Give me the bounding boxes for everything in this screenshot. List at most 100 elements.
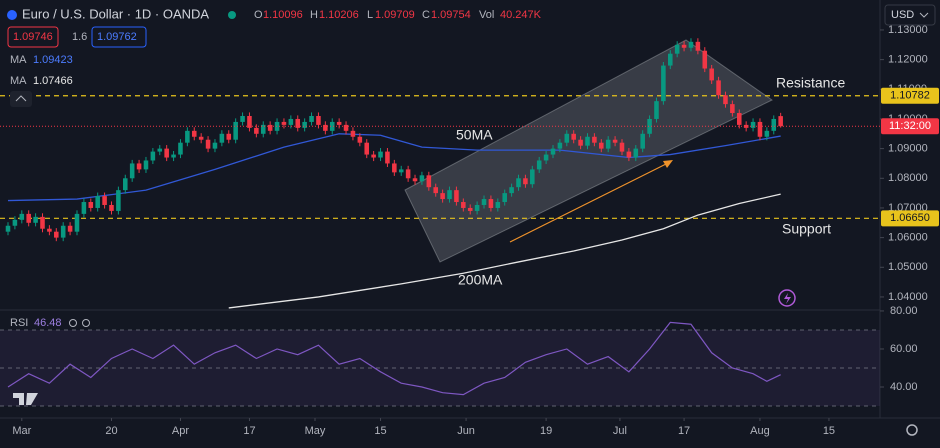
candle-body	[661, 65, 666, 102]
candle-body	[736, 113, 742, 125]
candle-body	[467, 207, 473, 211]
ohlc-value: 1.10096	[263, 9, 303, 21]
hidden-icon	[82, 319, 90, 327]
candle-body	[564, 133, 570, 143]
y-tick-label: 1.12000	[888, 54, 928, 66]
candle-body	[674, 44, 680, 54]
candle-body	[309, 115, 314, 122]
candle-body	[474, 204, 480, 211]
candle-body	[750, 121, 756, 128]
x-tick-label: Aug	[750, 425, 770, 437]
annotation: 200MA	[458, 272, 503, 288]
candle-body	[412, 178, 418, 182]
y-tick-label: 1.08000	[888, 172, 928, 184]
candle-body	[385, 151, 390, 164]
candle-body	[392, 163, 397, 173]
candle-body	[267, 124, 273, 131]
arrow-head	[663, 160, 673, 168]
ma-value: 1.09423	[33, 54, 73, 66]
candle-body	[488, 199, 494, 208]
rsi-tick-label: 80.00	[890, 305, 918, 317]
candle-body	[550, 148, 556, 155]
candle-body	[433, 187, 438, 194]
ohlc-value: 1.09709	[375, 9, 415, 21]
candle-body	[688, 41, 694, 48]
symbol[interactable]: Euro / U.S. Dollar · 1D · OANDA	[22, 6, 209, 21]
rsi-tick-label: 40.00	[890, 381, 918, 393]
candle-body	[123, 178, 128, 191]
currency: USD	[891, 9, 914, 21]
candle-body	[323, 124, 328, 131]
level-tag	[881, 210, 939, 227]
candle-body	[350, 130, 356, 137]
candle-body	[33, 216, 38, 223]
bolt	[784, 293, 791, 304]
x-tick-label: Apr	[172, 425, 189, 437]
rsi-pane	[0, 310, 880, 418]
candle-body	[129, 163, 135, 179]
rsi-name: RSI	[10, 317, 28, 329]
candle-body	[592, 136, 597, 143]
settings-icon[interactable]	[906, 424, 918, 436]
candle-body	[371, 154, 376, 158]
volume-value: 40.247K	[500, 9, 542, 21]
candle-body	[240, 115, 245, 122]
candle-body	[709, 68, 714, 81]
ohlc-key: L	[367, 9, 373, 21]
candle-body	[198, 136, 204, 140]
candle-body	[743, 124, 749, 128]
candle-body	[157, 148, 163, 152]
candle-body	[461, 202, 466, 208]
candle-body	[136, 163, 142, 170]
ohlc-value: 1.09754	[431, 9, 471, 21]
candle-body	[191, 130, 197, 137]
candle-body	[54, 231, 59, 238]
candle-body	[60, 225, 66, 238]
candle-body	[74, 213, 80, 232]
sell-box[interactable]	[7, 26, 59, 48]
candle-body	[40, 216, 45, 229]
ma-name: MA	[10, 75, 27, 87]
candle-body	[19, 213, 25, 220]
candle-body	[668, 53, 673, 66]
countdown: 11:32:00	[889, 120, 931, 132]
candle-body	[233, 121, 238, 140]
candle-body	[778, 116, 783, 127]
rsi-line	[7, 321, 781, 396]
candle-body	[440, 193, 445, 200]
candle-body	[612, 139, 618, 143]
bid: 1.09746	[13, 31, 53, 43]
y-tick-label: 1.05000	[888, 261, 928, 273]
collapse-button[interactable]	[10, 91, 32, 107]
candle-body	[364, 142, 370, 155]
annotation: 50MA	[456, 127, 493, 143]
candle-body	[481, 199, 487, 205]
candle-body	[730, 104, 735, 114]
candle-body	[557, 142, 563, 149]
x-tick-label: 15	[823, 425, 835, 437]
candle-body	[405, 169, 411, 179]
candle-body	[247, 115, 252, 128]
buy-box[interactable]	[91, 26, 147, 48]
candle-body	[254, 127, 259, 134]
x-tick-label: 19	[540, 425, 552, 437]
spread: 1.6	[72, 31, 87, 43]
candle-body	[530, 169, 535, 185]
candle-body	[274, 121, 280, 131]
symbol-icon	[7, 10, 17, 20]
candle-body	[26, 213, 31, 223]
candle-body	[88, 202, 94, 208]
candle-body	[695, 41, 701, 51]
candle-body	[226, 133, 232, 140]
ohlc-key: O	[254, 9, 263, 21]
alert-icon[interactable]	[778, 289, 796, 307]
ohlc-value: 1.10206	[319, 9, 359, 21]
rsi-value: 46.48	[34, 317, 62, 329]
x-tick-label: Jun	[457, 425, 475, 437]
y-tick-label: 1.13000	[888, 24, 928, 36]
candle-body	[343, 124, 349, 131]
candle-body	[633, 148, 639, 158]
currency-select[interactable]	[884, 4, 936, 26]
candle-body	[523, 178, 528, 185]
level-tag	[881, 87, 939, 104]
